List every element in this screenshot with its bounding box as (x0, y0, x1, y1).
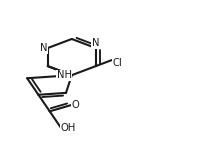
Text: N: N (40, 43, 48, 53)
Text: OH: OH (61, 123, 76, 133)
Text: NH: NH (57, 70, 72, 80)
Text: Cl: Cl (113, 58, 122, 68)
Text: O: O (71, 100, 79, 110)
Text: N: N (92, 38, 100, 48)
